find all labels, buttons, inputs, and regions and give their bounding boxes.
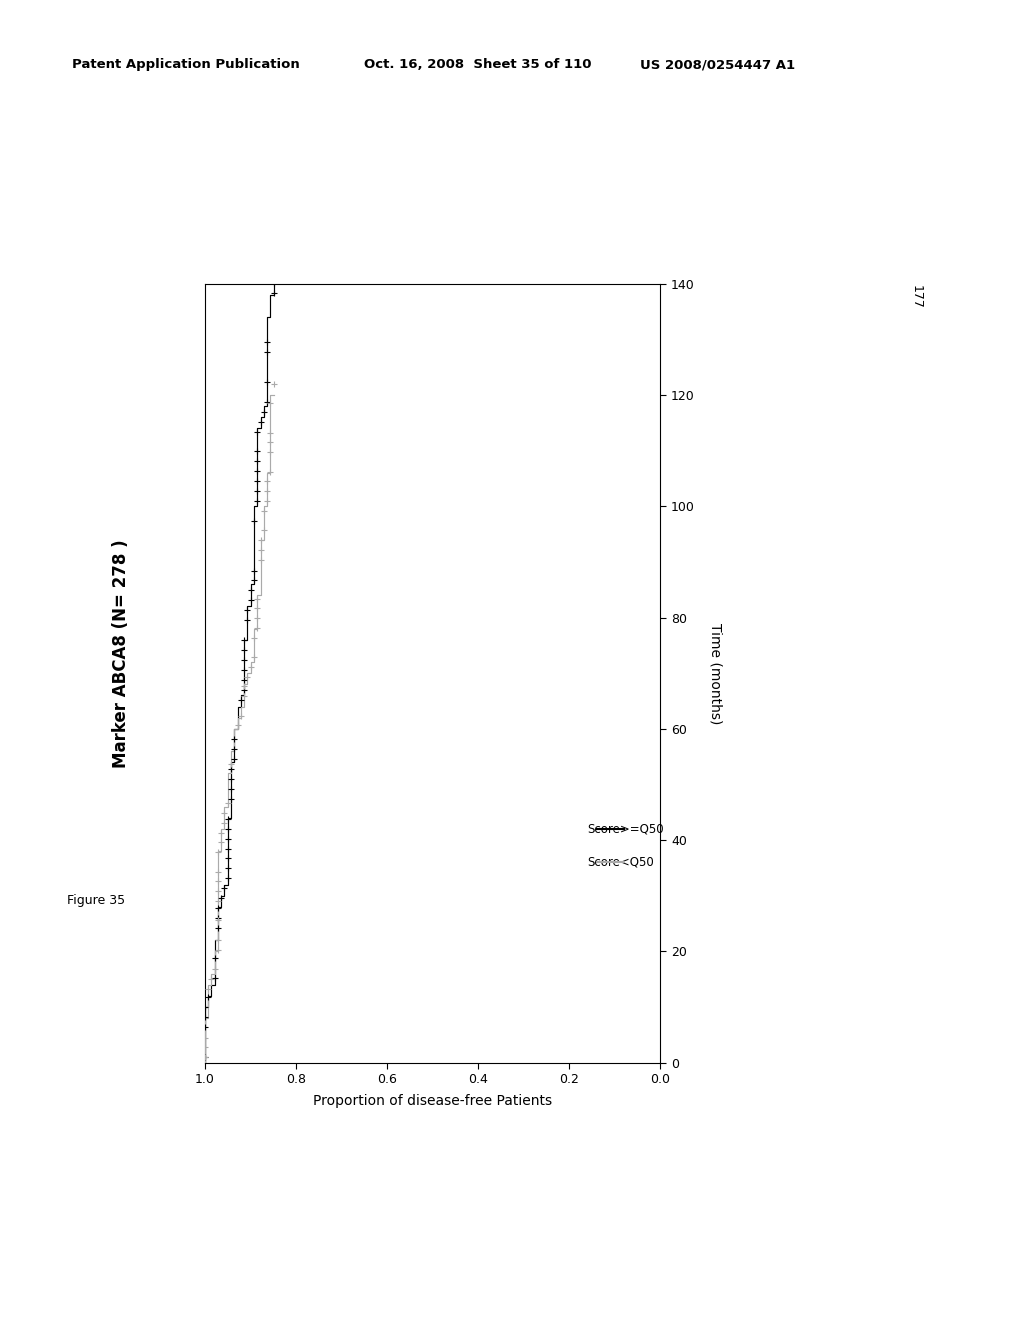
Text: Score>=Q50: Score>=Q50 (588, 822, 665, 836)
Text: US 2008/0254447 A1: US 2008/0254447 A1 (640, 58, 795, 71)
Text: Marker ABCA8 (N= 278 ): Marker ABCA8 (N= 278 ) (112, 539, 130, 768)
Text: Patent Application Publication: Patent Application Publication (72, 58, 299, 71)
X-axis label: Proportion of disease-free Patients: Proportion of disease-free Patients (313, 1094, 552, 1109)
Y-axis label: Time (months): Time (months) (709, 623, 723, 723)
Text: 177: 177 (910, 285, 923, 309)
Text: Figure 35: Figure 35 (67, 894, 125, 907)
Text: Score<Q50: Score<Q50 (588, 855, 654, 869)
Text: Oct. 16, 2008  Sheet 35 of 110: Oct. 16, 2008 Sheet 35 of 110 (364, 58, 591, 71)
